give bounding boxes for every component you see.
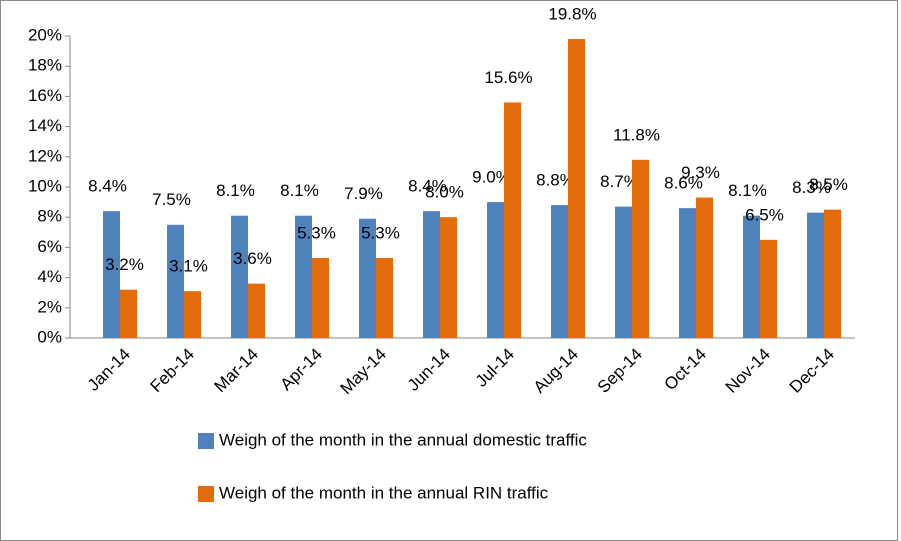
value-label: 9.0% <box>472 168 511 187</box>
value-label: 6.5% <box>745 205 784 224</box>
bar <box>615 206 632 338</box>
value-label: 19.8% <box>548 5 596 24</box>
value-label: 11.8% <box>613 125 660 144</box>
bar <box>824 209 841 338</box>
bar <box>423 211 440 338</box>
bar <box>551 205 568 338</box>
y-tick-label: 6% <box>37 237 62 256</box>
bar <box>120 289 137 338</box>
value-label: 3.2% <box>105 255 144 274</box>
y-tick-label: 4% <box>37 267 62 286</box>
y-tick-label: 12% <box>28 146 62 165</box>
value-label: 8.0% <box>425 183 464 202</box>
bar <box>632 159 649 338</box>
value-label: 7.9% <box>344 184 383 203</box>
bar <box>376 257 393 338</box>
y-tick-label: 16% <box>28 86 62 105</box>
bar <box>743 215 760 338</box>
value-label: 15.6% <box>484 68 532 87</box>
y-tick-label: 10% <box>28 176 62 195</box>
bar <box>504 102 521 338</box>
y-tick-label: 0% <box>37 327 62 346</box>
bar <box>487 202 504 338</box>
y-tick-label: 14% <box>28 116 62 135</box>
legend-label: Weigh of the month in the annual domesti… <box>219 430 587 449</box>
bar <box>231 215 248 338</box>
value-label: 9.3% <box>681 163 720 182</box>
bar <box>760 239 777 338</box>
value-label: 8.4% <box>408 177 447 196</box>
y-tick-label: 8% <box>37 207 62 226</box>
y-tick-label: 20% <box>28 25 62 44</box>
bar <box>167 224 184 338</box>
bar <box>184 291 201 338</box>
value-label: 8.6% <box>664 174 703 193</box>
bar <box>103 211 120 338</box>
value-label: 8.7% <box>600 172 639 191</box>
bar <box>440 217 457 338</box>
bar <box>696 197 713 338</box>
bar <box>248 283 265 338</box>
legend-swatch <box>198 433 214 449</box>
legend-swatch <box>198 486 214 502</box>
value-label: 8.1% <box>280 181 319 200</box>
legend-label: Weigh of the month in the annual RIN tra… <box>219 483 549 502</box>
value-label: 8.8% <box>536 171 575 190</box>
value-label: 8.5% <box>809 175 848 194</box>
bar <box>312 257 329 338</box>
value-label: 5.3% <box>361 223 400 242</box>
bar <box>568 39 585 339</box>
value-label: 8.1% <box>728 181 767 200</box>
value-label: 3.6% <box>233 249 272 268</box>
bar <box>807 212 824 338</box>
bar <box>359 218 376 338</box>
y-tick-label: 2% <box>37 297 62 316</box>
bar <box>679 208 696 338</box>
value-label: 5.3% <box>297 223 336 242</box>
value-label: 8.1% <box>216 181 255 200</box>
value-label: 8.4% <box>88 177 127 196</box>
value-label: 3.1% <box>169 257 208 276</box>
bar <box>295 215 312 338</box>
y-tick-label: 18% <box>28 56 62 75</box>
value-label: 7.5% <box>152 190 191 209</box>
value-label: 8.3% <box>792 178 831 197</box>
